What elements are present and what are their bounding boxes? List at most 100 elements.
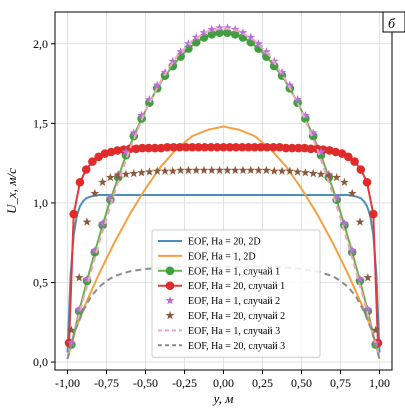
series-5-point-12: [160, 166, 170, 175]
legend-marker-4: [165, 296, 175, 305]
x-axis-label: y, м: [212, 391, 234, 406]
series-4-point-4: [98, 219, 107, 228]
series-4-point-9: [137, 110, 146, 120]
series-4-point-5: [106, 193, 115, 202]
series-5-point-1: [74, 273, 84, 282]
legend-marker-3: [165, 281, 175, 291]
series-4-point-28: [285, 80, 295, 89]
series-4-point-8: [129, 128, 139, 137]
series-3-point-35: [281, 143, 291, 153]
legend: EOF, Ha = 20, 2D EOF, Ha = 1, 2D EOF, Ha =…: [151, 229, 321, 358]
series-5-point-14: [176, 165, 185, 175]
series-5-point-15: [184, 165, 193, 175]
series-3-point-23: [206, 142, 216, 152]
legend-label-0: EOF, Ha = 20, 2D: [188, 237, 261, 248]
series-4-point-38: [363, 304, 373, 314]
legend-entry-4: EOF, Ha = 1, случай 2: [165, 296, 280, 307]
legend-marker-2: [165, 266, 175, 276]
series-3-point-30: [250, 142, 260, 152]
series-5-point-8: [129, 168, 139, 178]
series-5-point-22: [238, 165, 248, 175]
legend-entry-1: EOF, Ha = 1, 2D: [158, 251, 256, 262]
series-3: [64, 142, 383, 348]
series-4-point-29: [293, 94, 302, 104]
legend-marker-5: [165, 310, 175, 320]
legend-label-1: EOF, Ha = 1, 2D: [188, 251, 256, 262]
series-4-point-35: [340, 219, 349, 228]
series-3-point-39: [306, 144, 316, 154]
series-4-point-2: [82, 274, 92, 284]
series-4-point-34: [332, 193, 341, 202]
series-4-point-11: [152, 80, 162, 89]
x-tick-label-0: -1,00: [55, 376, 80, 390]
series-4-point-36: [347, 246, 357, 255]
x-tick-label-3: -0,25: [172, 376, 197, 390]
series-line-1: [66, 125, 381, 360]
series-5-point-23: [246, 165, 256, 175]
plot-series: [64, 23, 383, 360]
series-4-point-23: [246, 32, 256, 42]
series-5-point-31: [308, 168, 318, 178]
series-3-point-20: [187, 142, 197, 152]
series-3-point-36: [287, 143, 297, 153]
series-3-point-37: [294, 143, 303, 153]
series-4-point-25: [262, 47, 271, 56]
series-3-point-4: [88, 157, 97, 166]
series-4-point-24: [254, 39, 263, 48]
legend-entry-0: EOF, Ha = 20, 2D: [158, 237, 261, 248]
series-4-point-13: [168, 56, 178, 66]
series-3-point-21: [194, 142, 203, 152]
series-5-point-29: [293, 167, 302, 176]
series-5-point-39: [371, 325, 380, 334]
series-4-point-0: [67, 338, 76, 347]
series-1: [66, 125, 381, 360]
series-3-point-18: [175, 142, 185, 152]
legend-entry-3: EOF, Ha = 20, случай 1: [158, 281, 285, 292]
series-5-point-6: [113, 171, 123, 180]
series-3-point-31: [256, 142, 266, 152]
series-3-point-38: [300, 143, 309, 153]
series-3-point-47: [356, 165, 366, 174]
x-tick-label-4: 0,00: [213, 376, 234, 390]
series-4-point-17: [199, 28, 209, 37]
legend-label-5: EOF, Ha = 20, случай 2: [188, 311, 285, 322]
series-5-point-38: [363, 273, 373, 282]
series-4-point-31: [308, 128, 318, 137]
series-4-point-12: [160, 67, 170, 77]
series-3-point-12: [138, 143, 147, 153]
series-3-point-1: [69, 209, 79, 219]
x-tick-label-1: -0,75: [94, 376, 119, 390]
series-4-point-19: [215, 23, 224, 32]
series-3-point-33: [269, 142, 278, 152]
series-5-point-24: [254, 165, 263, 175]
series-4-point-21: [230, 24, 240, 34]
series-5-point-4: [98, 177, 107, 186]
series-3-point-24: [212, 142, 222, 152]
y-tick-label-0: 0,0: [33, 355, 48, 369]
x-tick-label-8: 1,00: [369, 376, 390, 390]
y-tick-label-2: 1,0: [33, 196, 48, 210]
y-tick-label-3: 1,5: [33, 116, 48, 130]
legend-entry-7: EOF, Ha = 20, случай 3: [158, 341, 285, 352]
series-5-point-34: [332, 172, 341, 182]
series-5-point-32: [316, 169, 326, 179]
panel-label-text: б: [388, 17, 396, 32]
series-5-point-11: [152, 166, 162, 175]
x-tick-label-6: 0,50: [291, 376, 312, 390]
series-3-point-46: [350, 157, 359, 166]
series-3-point-19: [181, 142, 191, 152]
series-3-point-3: [81, 165, 91, 174]
x-tick-label-5: 0,25: [252, 376, 273, 390]
series-5: [67, 165, 380, 334]
series-3-point-11: [131, 144, 141, 154]
series-3-point-34: [275, 142, 284, 152]
x-tick-label-2: -0,50: [133, 376, 158, 390]
legend-label-4: EOF, Ha = 1, случай 2: [188, 296, 280, 307]
y-tick-label-4: 2,0: [33, 37, 48, 51]
series-7: [66, 265, 381, 360]
series-2-point-29: [293, 98, 302, 107]
series-5-point-3: [90, 188, 100, 198]
series-3-point-28: [237, 142, 247, 152]
series-3-point-2: [75, 177, 85, 187]
